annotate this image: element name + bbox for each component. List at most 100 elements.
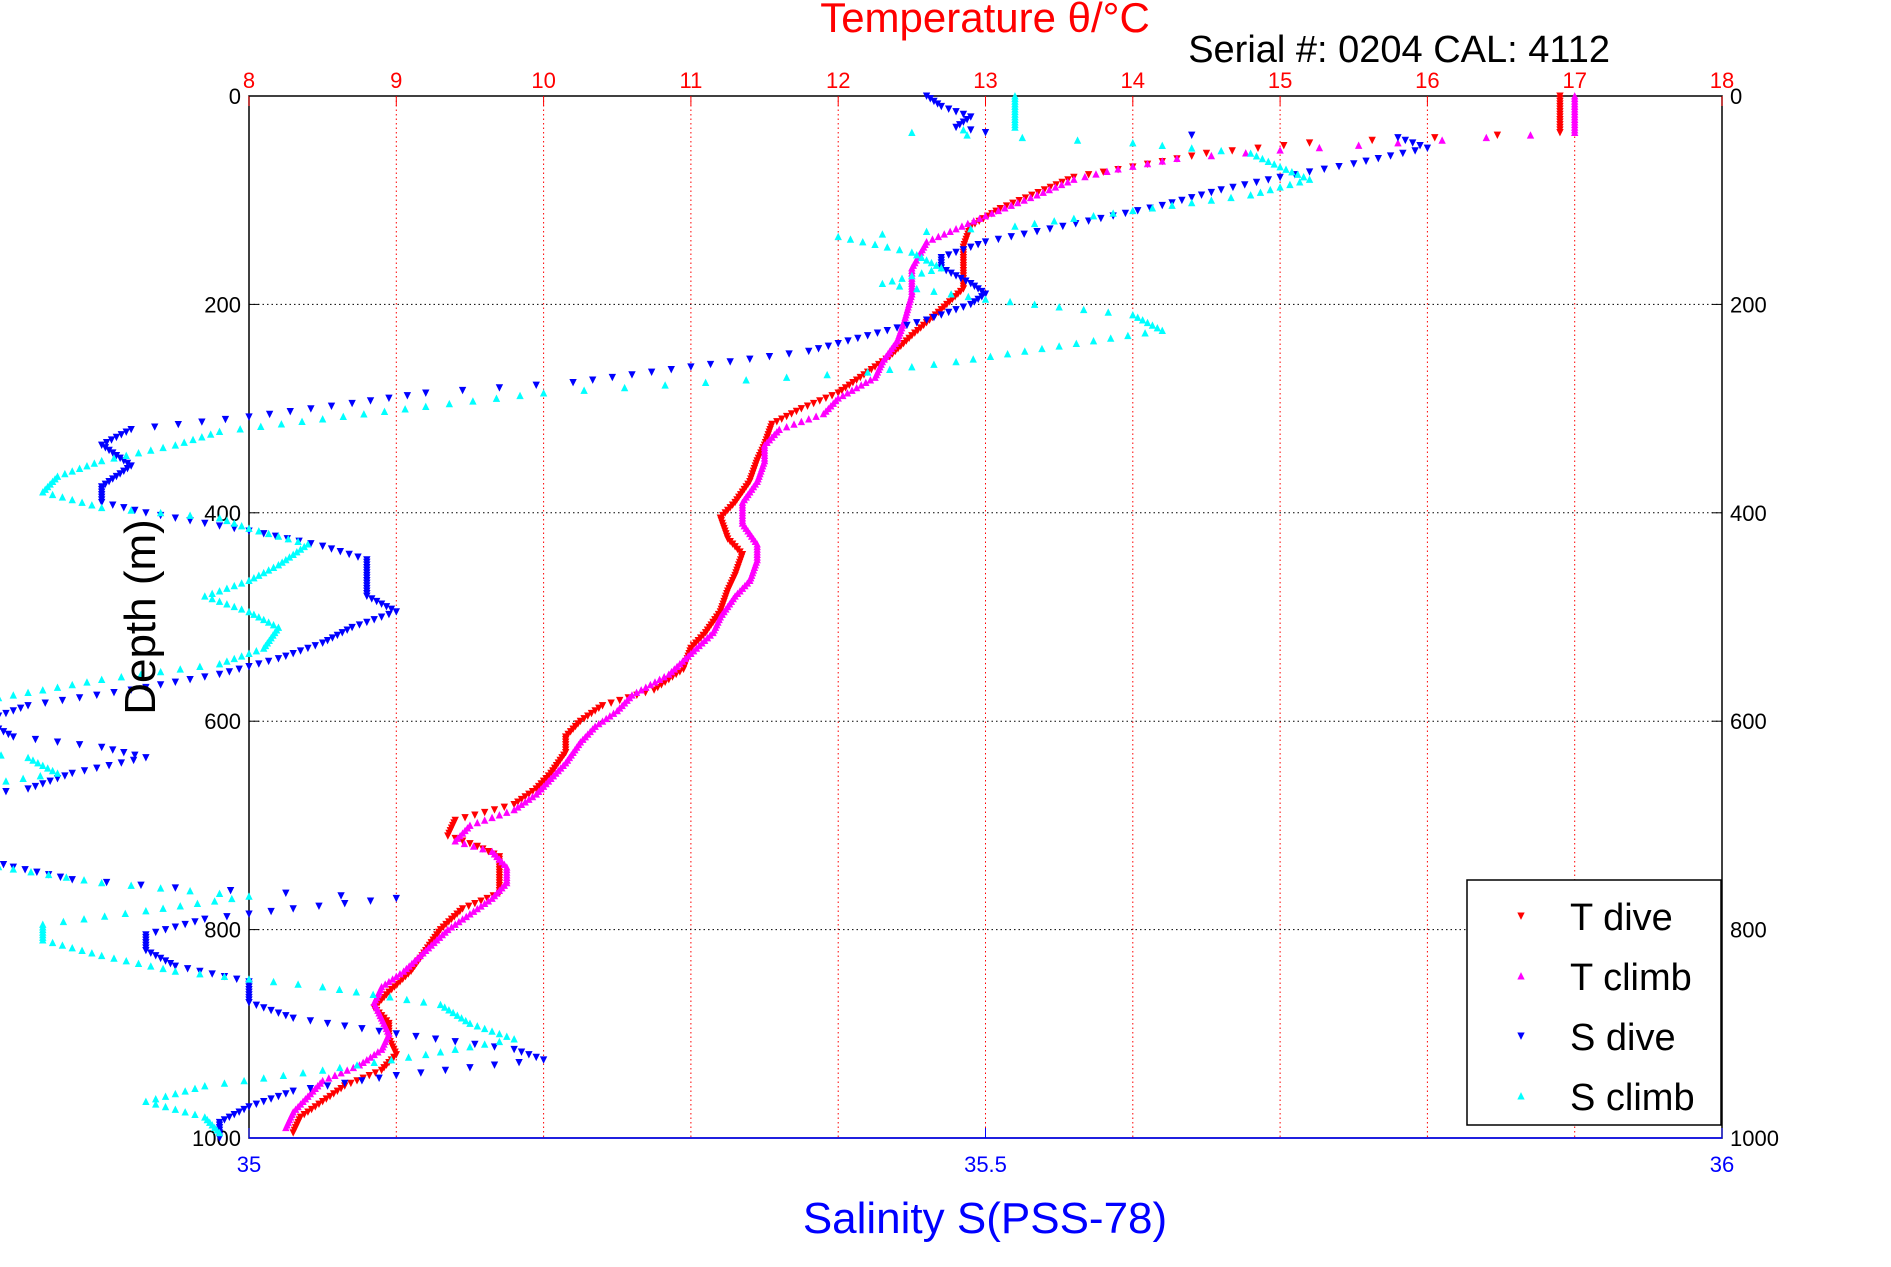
data-point [171, 962, 180, 970]
legend-marker [1517, 1092, 1525, 1100]
tick-label-salinity: 35 [237, 1152, 261, 1177]
data-point [1107, 334, 1115, 342]
data-point [347, 1079, 355, 1088]
data-point [646, 680, 655, 689]
data-point [289, 1087, 297, 1095]
data-point [328, 634, 337, 642]
data-point [58, 941, 67, 949]
data-point [225, 1113, 234, 1122]
data-point [230, 581, 238, 590]
data-point [134, 449, 143, 457]
data-point [366, 897, 375, 905]
data-point [419, 998, 428, 1006]
data-point [327, 545, 336, 553]
tick-label-temperature: 17 [1562, 68, 1586, 93]
data-point [98, 675, 106, 684]
data-point [105, 761, 113, 770]
data-point [358, 1025, 366, 1033]
data-point [528, 792, 537, 801]
data-point [304, 644, 312, 653]
data-point [473, 818, 482, 827]
data-point [451, 837, 459, 845]
data-point [62, 873, 71, 881]
data-point [1294, 170, 1302, 178]
data-point [260, 568, 268, 577]
data-point [1143, 318, 1152, 327]
data-point [1124, 331, 1132, 340]
data-point [294, 537, 302, 545]
data-point [473, 842, 482, 851]
data-point [388, 975, 397, 983]
data-point [75, 464, 84, 473]
data-point [1050, 217, 1058, 225]
data-point [1207, 196, 1216, 204]
data-point [514, 803, 522, 811]
data-point [473, 904, 482, 913]
data-point [1081, 172, 1089, 181]
data-point [1148, 321, 1157, 329]
data-point [1276, 183, 1284, 191]
data-point [994, 235, 1003, 244]
data-point [230, 519, 238, 527]
data-point [2, 709, 10, 718]
legend-marker [1517, 1032, 1525, 1040]
data-point [613, 706, 621, 715]
data-point [392, 972, 400, 980]
data-point [0, 728, 8, 736]
data-point [1003, 350, 1012, 358]
data-point [355, 621, 364, 629]
data-point [0, 696, 3, 702]
tick-label-depth-right: 800 [1730, 918, 1767, 943]
data-point [21, 866, 29, 874]
data-point [352, 988, 361, 996]
data-point [1153, 323, 1162, 332]
data-point [315, 902, 323, 911]
data-point [667, 366, 675, 374]
data-point [952, 108, 960, 116]
data-point [797, 417, 806, 426]
data-point [532, 381, 540, 390]
tick-label-depth-right: 400 [1730, 501, 1767, 526]
data-point [208, 970, 216, 978]
data-point [937, 264, 945, 272]
data-point [893, 324, 901, 332]
data-point [959, 303, 968, 311]
data-point [1276, 146, 1284, 154]
data-point [1057, 180, 1066, 189]
data-point [471, 811, 479, 819]
data-point [196, 970, 204, 978]
data-point [521, 798, 529, 806]
data-point [98, 456, 106, 465]
data-point [230, 654, 238, 663]
data-point [778, 415, 786, 423]
data-point [1073, 136, 1082, 144]
data-point [952, 123, 960, 132]
data-point [260, 644, 268, 652]
data-point [131, 751, 139, 759]
data-point [1264, 157, 1273, 165]
data-point [834, 339, 842, 348]
data-point [687, 363, 695, 371]
data-point [1158, 141, 1166, 149]
data-point [964, 292, 973, 301]
data-point [387, 605, 396, 614]
data-point [171, 678, 180, 686]
data-point [207, 430, 215, 438]
data-point [1021, 347, 1029, 355]
data-point [516, 391, 524, 400]
data-point [479, 844, 487, 853]
data-point [298, 417, 306, 426]
data-point [9, 707, 18, 715]
data-point [102, 438, 111, 447]
tick-label-salinity: 36 [1710, 1152, 1734, 1177]
data-point [142, 683, 150, 692]
data-point [142, 946, 150, 955]
data-point [701, 378, 710, 387]
data-point [353, 1061, 361, 1069]
data-point [122, 428, 130, 436]
data-point [102, 878, 111, 887]
data-point [466, 1019, 474, 1027]
data-point [1064, 178, 1072, 186]
data-point [469, 907, 478, 915]
data-point [927, 258, 936, 267]
